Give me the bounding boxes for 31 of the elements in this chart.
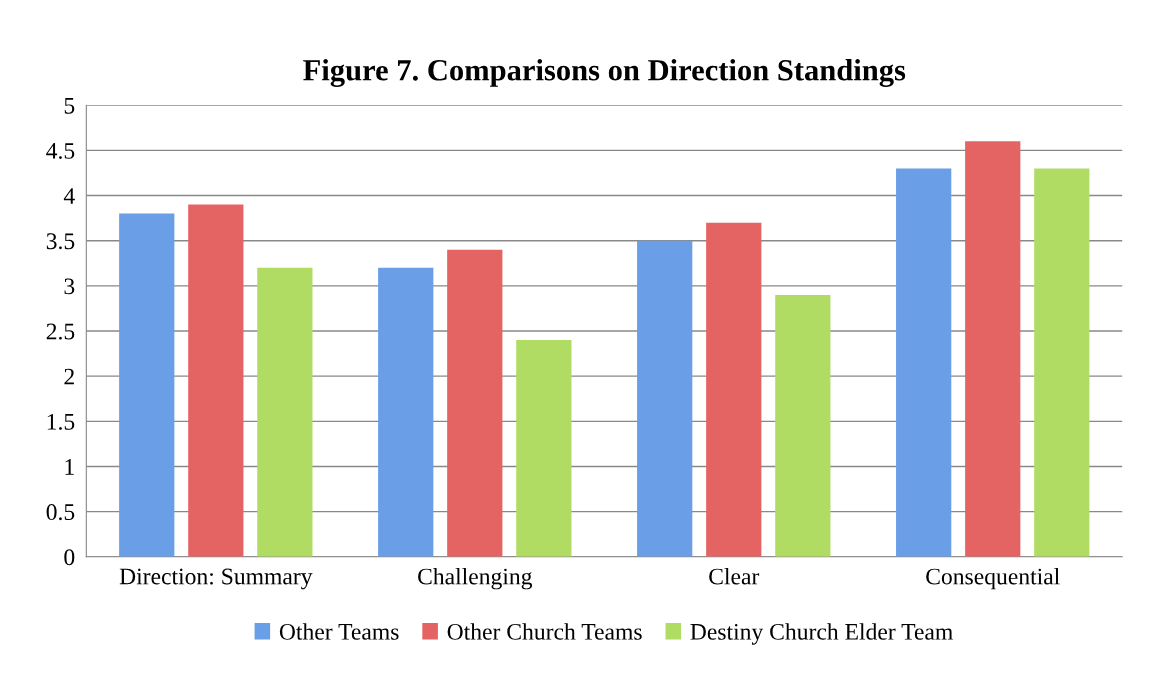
y-tick-label: 4	[63, 188, 75, 204]
bar	[706, 222, 762, 557]
bar	[516, 340, 572, 557]
y-tick-label: 3.5	[46, 233, 75, 250]
bar	[257, 267, 313, 557]
bar	[378, 267, 434, 557]
y-tick-label: 0	[64, 549, 75, 566]
x-tick-label: Clear	[709, 567, 760, 585]
y-tick-label: 4.5	[46, 143, 75, 159]
legend-label: Other Teams	[279, 623, 399, 640]
y-tick-label: 5	[64, 97, 75, 114]
y-tick-label: 0.5	[46, 504, 75, 521]
y-tick-label: 1	[65, 459, 74, 475]
y-tick-label: 1.5	[47, 413, 75, 430]
bar	[965, 141, 1021, 557]
legend-label: Other Church Teams	[447, 623, 642, 640]
bar	[775, 294, 831, 557]
legend-label: Destiny Church Elder Team	[690, 623, 953, 645]
x-tick-label: Challenging	[418, 567, 533, 590]
x-tick-label: Direction: Summary	[119, 568, 313, 590]
bar	[119, 213, 175, 557]
bar	[637, 240, 693, 557]
bar	[188, 204, 244, 557]
bar	[1034, 168, 1090, 557]
chart-title: Figure 7. Comparisons on Direction Standings	[303, 59, 906, 87]
y-tick-label: 3	[64, 278, 75, 295]
x-tick-label: Consequential	[926, 567, 1060, 590]
bar	[447, 249, 503, 557]
y-tick-label: 2	[64, 368, 74, 385]
y-tick-label: 2.5	[46, 323, 75, 340]
bar	[896, 168, 952, 557]
